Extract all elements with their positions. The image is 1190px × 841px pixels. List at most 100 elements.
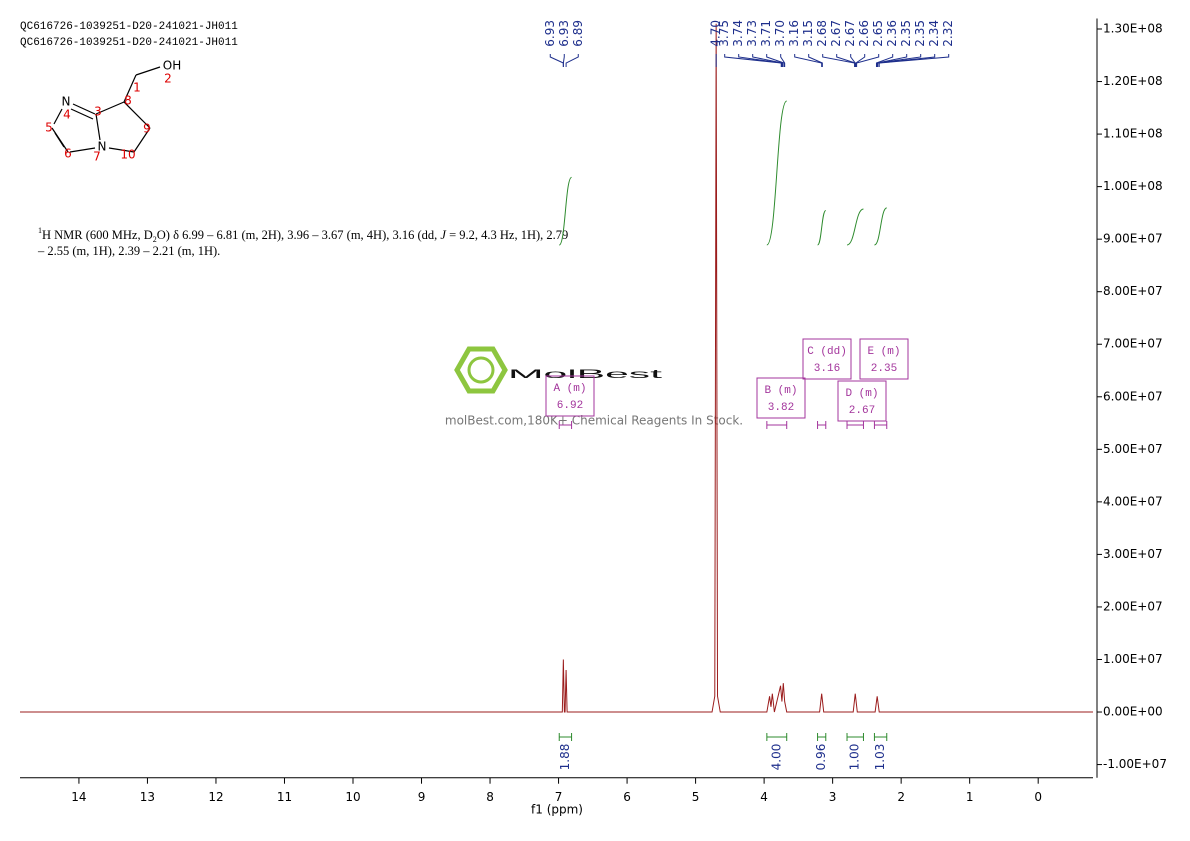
peak-label: 2.67 <box>829 20 843 47</box>
peak-leader <box>850 54 856 67</box>
atom-number: 5 <box>45 121 53 135</box>
bond <box>123 101 151 129</box>
peak-label: 2.35 <box>899 20 913 47</box>
peak-label: 2.36 <box>885 20 899 47</box>
peak-leader <box>565 54 579 67</box>
bond <box>54 132 65 148</box>
bond <box>108 147 135 153</box>
bond <box>135 66 161 76</box>
logo-ring <box>467 356 495 384</box>
atom-number: 2 <box>164 72 172 86</box>
peak-label: 6.93 <box>543 20 557 47</box>
atom-number: 8 <box>124 94 132 108</box>
y-tick-label: 1.00E+08 <box>1103 179 1163 193</box>
integral-curve <box>558 176 573 246</box>
multiplet-shift: 2.67 <box>849 405 875 417</box>
y-tick-label: 4.00E+07 <box>1103 494 1163 508</box>
y-tick-label: 8.00E+07 <box>1103 284 1163 298</box>
bond <box>70 108 94 120</box>
peak-label: 2.34 <box>927 20 941 47</box>
integral-curve <box>873 207 888 246</box>
peak-label: 2.65 <box>871 20 885 47</box>
integral-bracket <box>766 733 788 741</box>
atom-number: 10 <box>120 148 135 162</box>
y-tick-label: 0.00E+00 <box>1103 705 1163 719</box>
multiplet-shift: 3.82 <box>768 402 794 414</box>
bond <box>72 103 96 115</box>
y-tick-label: -1.00E+07 <box>1103 757 1167 771</box>
header-line: QC616726-1039251-D20-241021-JH011 <box>20 21 238 33</box>
multiplet-label: C (dd) <box>807 346 847 358</box>
atom-label: N <box>98 140 107 154</box>
description-part: H NMR (600 MHz, D <box>42 228 153 242</box>
peak-label: 2.67 <box>843 20 857 47</box>
multiplet-shift: 2.35 <box>871 363 897 375</box>
peak-leader <box>822 54 856 67</box>
description-part: J <box>440 228 447 242</box>
multiplet-box <box>837 380 887 422</box>
multiplet-bracket <box>817 421 827 429</box>
y-tick-label: 2.00E+07 <box>1103 599 1163 613</box>
integral-curve <box>817 209 827 246</box>
peak-leader <box>794 54 823 67</box>
integral-bracket <box>817 733 827 741</box>
atom-number: 9 <box>143 122 151 136</box>
integral-curve <box>846 208 864 246</box>
peak-label: 3.16 <box>787 20 801 47</box>
logo-icon <box>454 346 508 394</box>
atom-number: 1 <box>133 81 141 95</box>
watermark-tagline: molBest.com,180K+ Chemical Reagents In S… <box>445 414 743 428</box>
atom-label: OH <box>163 59 181 73</box>
peak-leader <box>738 54 783 67</box>
multiplet-box <box>545 375 595 417</box>
atom-number: 7 <box>93 150 101 164</box>
bond <box>53 108 63 125</box>
peak-label: 4.70 <box>709 20 723 47</box>
integral-curve <box>766 100 788 246</box>
peak-leader <box>808 54 823 67</box>
bond <box>123 74 137 103</box>
watermark-brand: MolBest <box>508 367 664 381</box>
bond <box>95 113 101 141</box>
multiplet-shift: 3.16 <box>814 363 840 375</box>
peak-leader <box>752 54 784 67</box>
multiplet-bracket <box>558 421 573 429</box>
atom-number: 6 <box>64 147 72 161</box>
x-tick-label: 9 <box>418 790 426 804</box>
peak-label: 2.32 <box>941 20 955 47</box>
bond <box>95 101 125 115</box>
y-tick-label: 7.00E+07 <box>1103 337 1163 351</box>
peak-label: 3.73 <box>745 20 759 47</box>
multiplet-box <box>859 338 909 380</box>
description-part: O) δ 6.99 – 6.81 (m, 2H), 3.96 – 3.67 (m… <box>157 228 441 242</box>
multiplet-shift: 6.92 <box>557 400 583 412</box>
molecule-bonds <box>51 66 161 153</box>
peak-leader <box>766 54 785 67</box>
header-line: QC616726-1039251-D20-241021-JH011 <box>20 37 238 49</box>
nmr-description: 1H NMR (600 MHz, D2O) δ 6.99 – 6.81 (m, … <box>38 226 568 244</box>
x-tick-label: 2 <box>897 790 905 804</box>
description-part: 2 <box>153 235 157 244</box>
bond <box>133 127 151 153</box>
multiplet-label: A (m) <box>553 383 586 395</box>
peak-leader <box>856 54 880 67</box>
y-tick-label: 1.20E+08 <box>1103 74 1163 88</box>
peak-leader <box>875 54 894 67</box>
integral-label: 4.00 <box>769 744 783 771</box>
integral-label: 1.00 <box>848 744 862 771</box>
integral-bracket <box>558 733 573 741</box>
integral-label: 1.88 <box>558 744 572 771</box>
peak-leader <box>549 54 564 67</box>
y-tick-label: 1.00E+07 <box>1103 652 1163 666</box>
peak-leader <box>855 54 866 67</box>
integral-label: 0.96 <box>814 744 828 771</box>
x-tick-label: 6 <box>623 790 631 804</box>
multiplet-label: E (m) <box>867 346 900 358</box>
y-tick-label: 6.00E+07 <box>1103 389 1163 403</box>
x-tick-label: 4 <box>760 790 768 804</box>
integral-bracket <box>846 733 864 741</box>
peak-leader <box>562 54 565 67</box>
multiplet-bracket <box>873 421 888 429</box>
x-axis-label: f1 (ppm) <box>531 803 583 817</box>
